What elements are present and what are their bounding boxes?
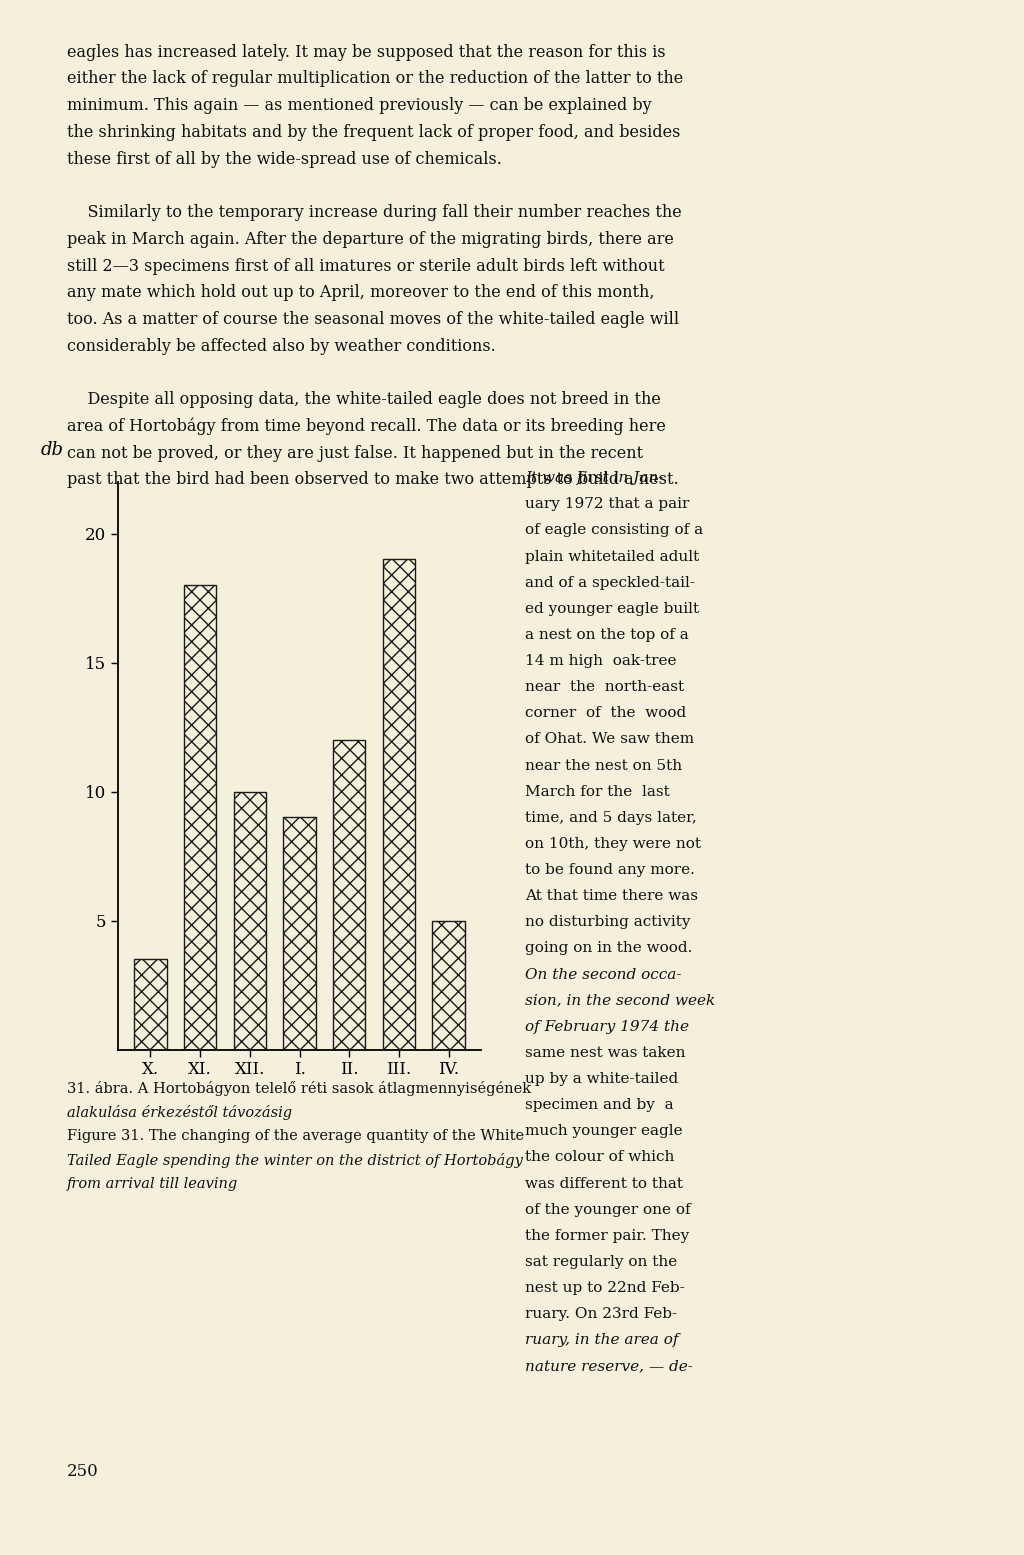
Text: the former pair. They: the former pair. They — [525, 1228, 689, 1242]
Text: to be found any more.: to be found any more. — [525, 863, 695, 877]
Bar — [134, 959, 167, 1050]
Text: same nest was taken: same nest was taken — [525, 1047, 686, 1061]
Text: 14 m high  oak-tree: 14 m high oak-tree — [525, 655, 677, 669]
Text: Figure 31. The changing of the average quantity of the White: Figure 31. The changing of the average q… — [67, 1129, 523, 1143]
Text: Similarly to the temporary increase during fall their number reaches the: Similarly to the temporary increase duri… — [67, 204, 681, 221]
Bar — [284, 818, 315, 1050]
Text: sat regularly on the: sat regularly on the — [525, 1255, 678, 1269]
Text: 31. ábra. A Hortobágyon telelő réti sasok átlagmennyiségének: 31. ábra. A Hortobágyon telelő réti saso… — [67, 1081, 530, 1096]
Bar — [383, 560, 415, 1050]
Text: of eagle consisting of a: of eagle consisting of a — [525, 524, 703, 538]
Text: ruary. On 23rd Feb-: ruary. On 23rd Feb- — [525, 1308, 678, 1322]
Text: nest up to 22nd Feb-: nest up to 22nd Feb- — [525, 1281, 685, 1295]
Text: of February 1974 the: of February 1974 the — [525, 1020, 689, 1034]
Bar — [333, 740, 366, 1050]
Text: near  the  north-east: near the north-east — [525, 680, 684, 694]
Text: a nest on the top of a: a nest on the top of a — [525, 628, 689, 642]
Text: eagles has increased lately. It may be supposed that the reason for this is: eagles has increased lately. It may be s… — [67, 44, 666, 61]
Text: Despite all opposing data, the white-tailed eagle does not breed in the: Despite all opposing data, the white-tai… — [67, 392, 660, 409]
Text: alakulása érkezéstől távozásig: alakulása érkezéstől távozásig — [67, 1104, 292, 1120]
Text: uary 1972 that a pair: uary 1972 that a pair — [525, 498, 690, 512]
Text: nature reserve, — de-: nature reserve, — de- — [525, 1359, 693, 1373]
Text: and of a speckled-tail-: and of a speckled-tail- — [525, 575, 695, 589]
Text: any mate which hold out up to April, moreover to the end of this month,: any mate which hold out up to April, mor… — [67, 285, 654, 302]
Text: no disturbing activity: no disturbing activity — [525, 916, 691, 930]
Text: peak in March again. After the departure of the migrating birds, there are: peak in March again. After the departure… — [67, 230, 674, 247]
Y-axis label: db: db — [41, 442, 63, 459]
Text: On the second occa-: On the second occa- — [525, 967, 682, 981]
Text: plain whitetailed adult: plain whitetailed adult — [525, 549, 699, 563]
Text: these first of all by the wide-spread use of chemicals.: these first of all by the wide-spread us… — [67, 151, 502, 168]
Text: past that the bird had been observed to make two attempts to build a nest.: past that the bird had been observed to … — [67, 471, 678, 488]
Text: the shrinking habitats and by the frequent lack of proper food, and besides: the shrinking habitats and by the freque… — [67, 124, 680, 142]
Text: March for the  last: March for the last — [525, 785, 670, 799]
Text: ruary, in the area of: ruary, in the area of — [525, 1333, 679, 1347]
Text: either the lack of regular multiplication or the reduction of the latter to the: either the lack of regular multiplicatio… — [67, 70, 683, 87]
Bar — [432, 921, 465, 1050]
Text: ed younger eagle built: ed younger eagle built — [525, 602, 699, 616]
Text: specimen and by  a: specimen and by a — [525, 1098, 674, 1112]
Text: of the younger one of: of the younger one of — [525, 1202, 691, 1216]
Text: much younger eagle: much younger eagle — [525, 1124, 683, 1138]
Text: area of Hortobágy from time beyond recall. The data or its breeding here: area of Hortobágy from time beyond recal… — [67, 418, 666, 435]
Text: still 2—3 specimens first of all imatures or sterile adult birds left without: still 2—3 specimens first of all imature… — [67, 258, 665, 275]
Text: from arrival till leaving: from arrival till leaving — [67, 1177, 238, 1191]
Text: corner  of  the  wood: corner of the wood — [525, 706, 686, 720]
Text: the colour of which: the colour of which — [525, 1151, 675, 1165]
Text: up by a white-tailed: up by a white-tailed — [525, 1071, 679, 1085]
Text: minimum. This again — as mentioned previously — can be explained by: minimum. This again — as mentioned previ… — [67, 96, 651, 114]
Text: 250: 250 — [67, 1463, 98, 1480]
Text: Tailed Eagle spending the winter on the district of Hortobágy: Tailed Eagle spending the winter on the … — [67, 1154, 522, 1168]
Text: At that time there was: At that time there was — [525, 889, 698, 903]
Text: near the nest on 5th: near the nest on 5th — [525, 759, 682, 773]
Text: considerably be affected also by weather conditions.: considerably be affected also by weather… — [67, 337, 496, 355]
Text: of Ohat. We saw them: of Ohat. We saw them — [525, 732, 694, 746]
Bar — [184, 585, 216, 1050]
Text: on 10th, they were not: on 10th, they were not — [525, 837, 701, 851]
Text: can not be proved, or they are just false. It happened but in the recent: can not be proved, or they are just fals… — [67, 445, 643, 462]
Bar — [233, 791, 266, 1050]
Text: too. As a matter of course the seasonal moves of the white-tailed eagle will: too. As a matter of course the seasonal … — [67, 311, 679, 328]
Text: going on in the wood.: going on in the wood. — [525, 941, 692, 955]
Text: sion, in the second week: sion, in the second week — [525, 994, 716, 1008]
Text: time, and 5 days later,: time, and 5 days later, — [525, 810, 697, 824]
Text: It was first in Jan-: It was first in Jan- — [525, 471, 664, 485]
Text: was different to that: was different to that — [525, 1177, 683, 1191]
